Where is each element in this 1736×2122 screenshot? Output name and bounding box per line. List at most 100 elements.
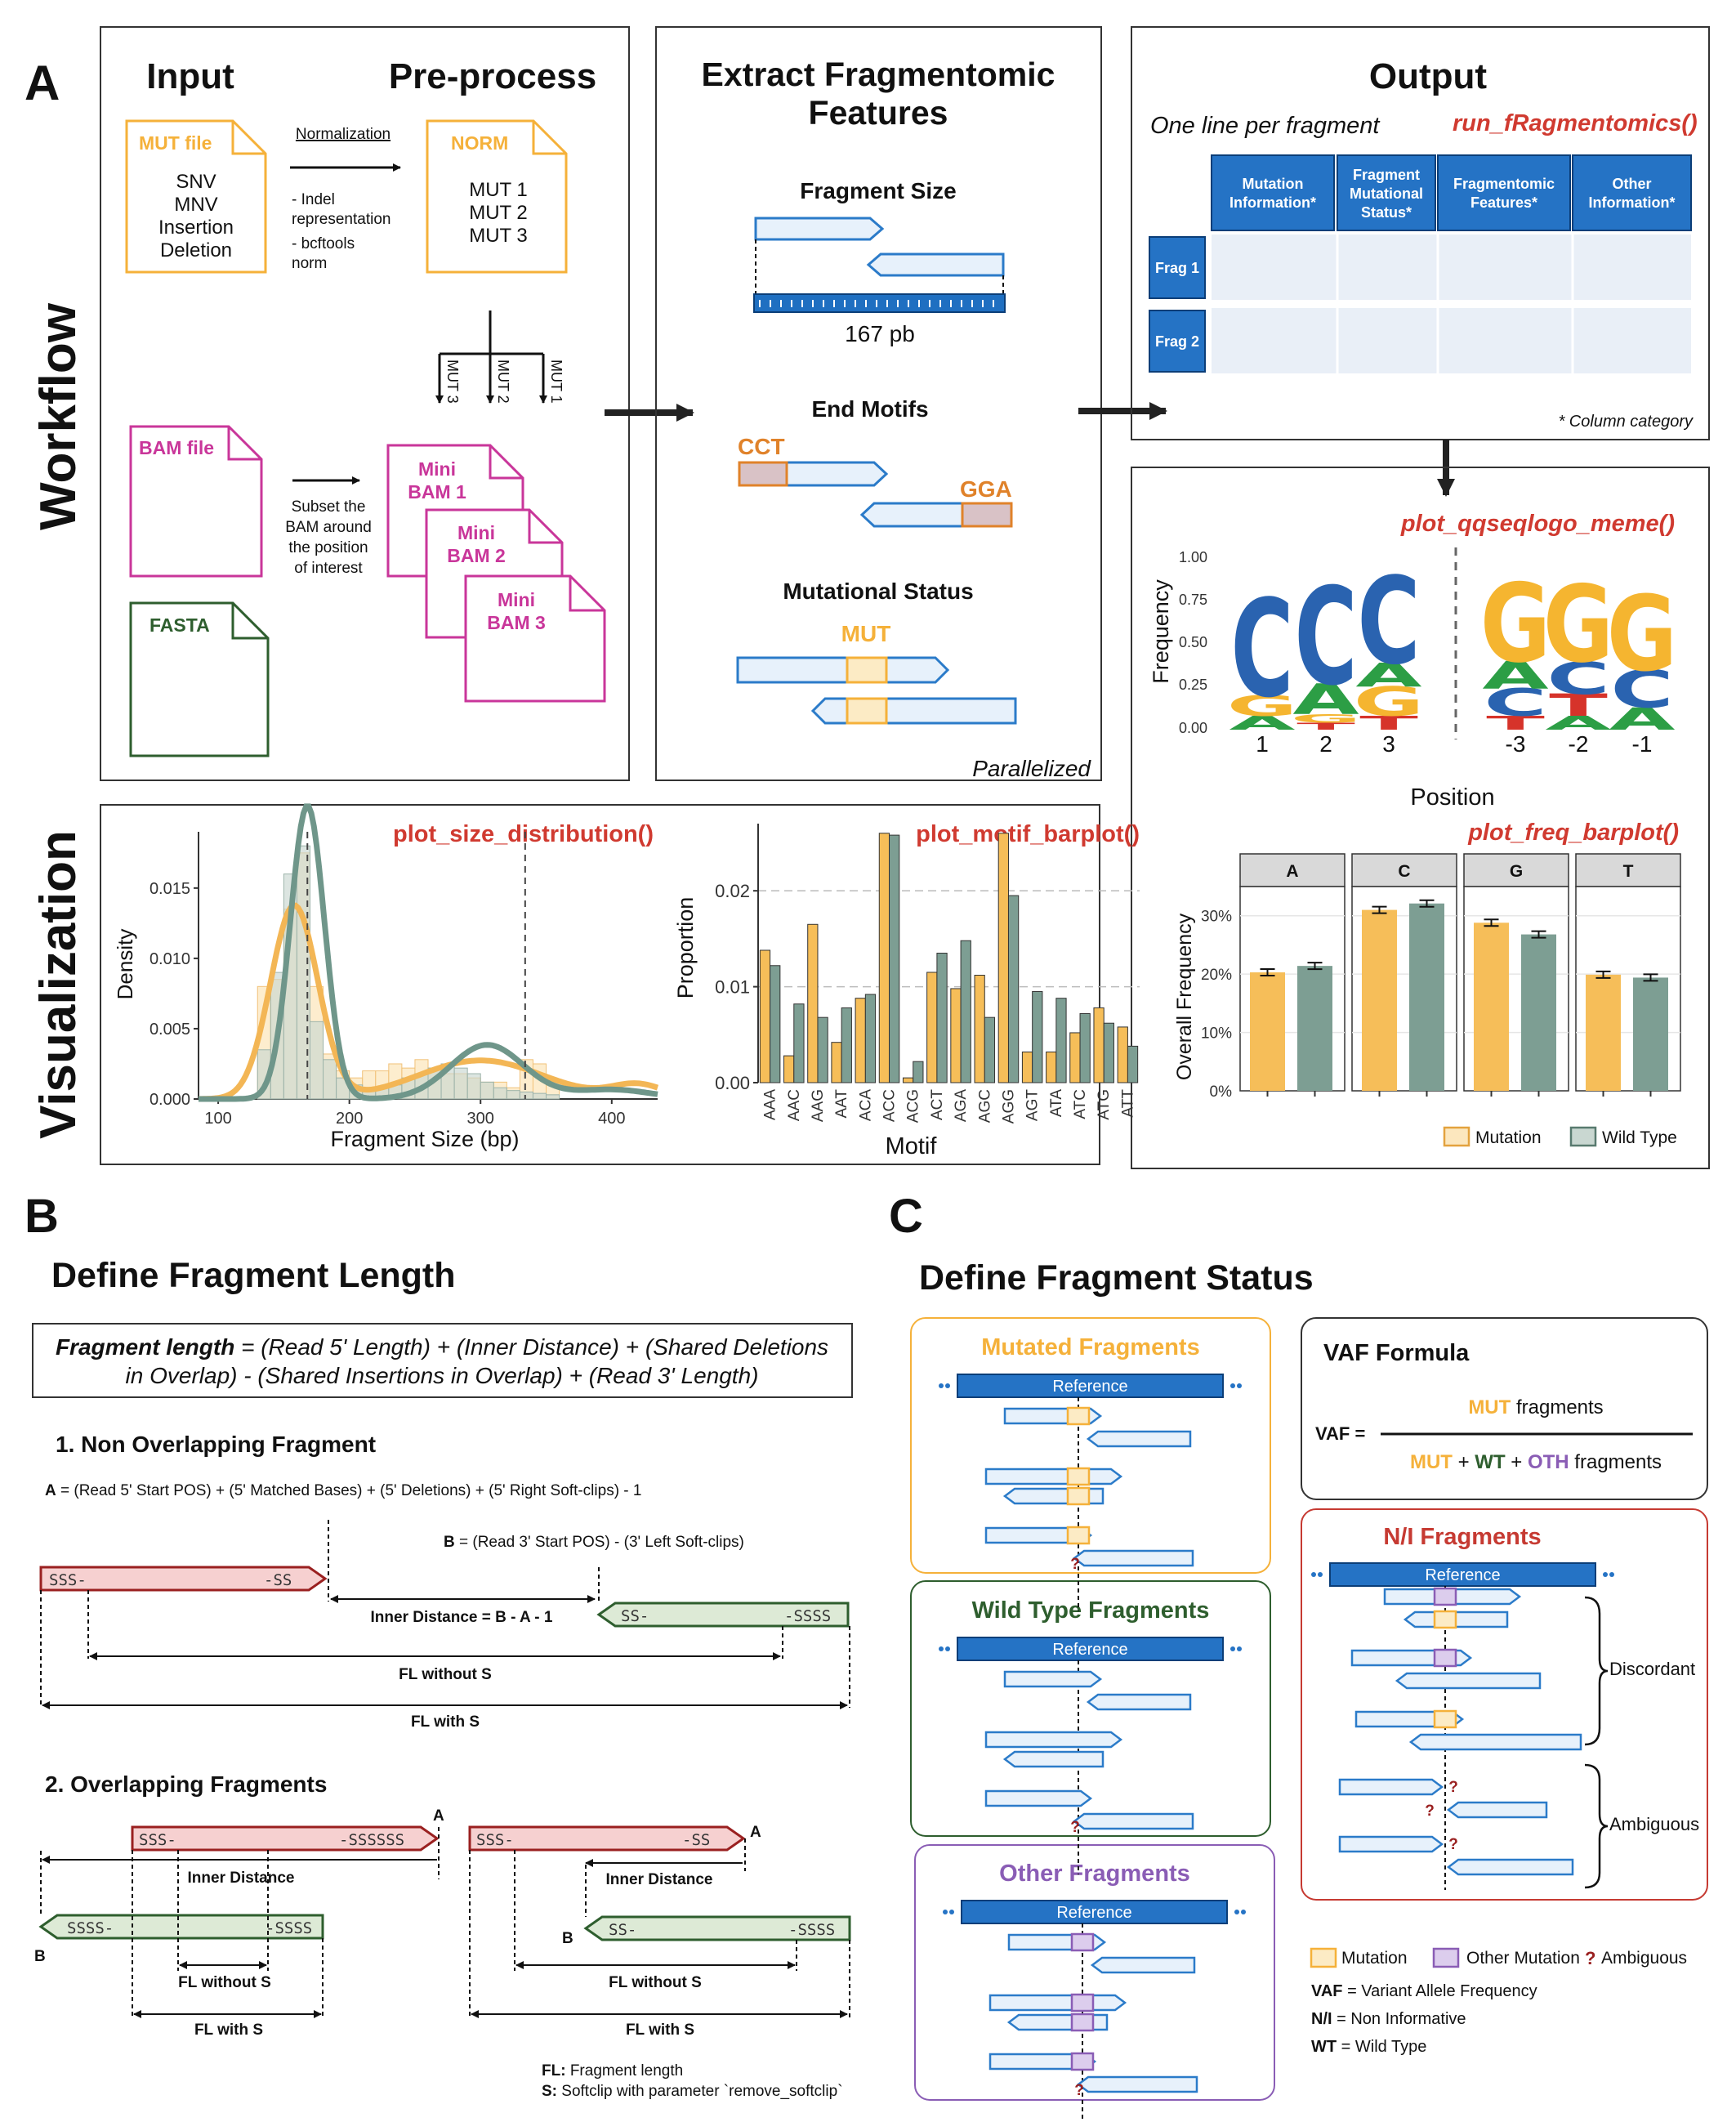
motif-bar-wildtype	[960, 940, 971, 1083]
visualization-box	[100, 804, 1100, 1165]
motif-xtick: ATT	[1119, 1089, 1136, 1118]
mutation-mark	[1066, 1526, 1091, 1545]
mutated-fragments-title: Mutated Fragments	[981, 1334, 1199, 1360]
read-fragment	[984, 1731, 1123, 1749]
mutation-mark	[1433, 1610, 1457, 1629]
legend-s: S: Softclip with parameter `remove_softc…	[542, 2083, 843, 2100]
other-mutation-mark	[1433, 1648, 1457, 1668]
read-fragment	[1395, 1672, 1542, 1690]
motif-bar-wildtype	[984, 1016, 996, 1083]
motif-bar-wildtype	[936, 953, 948, 1083]
softclip-label: SSS-	[476, 1831, 514, 1849]
freq-facet-label: G	[1510, 862, 1523, 881]
other-fragments-title: Other Fragments	[999, 1861, 1190, 1887]
read-fragment	[1076, 2075, 1198, 2093]
motif-function-label: plot_motif_barplot()	[916, 821, 1140, 847]
other-mutation-mark	[1070, 1932, 1095, 1952]
read-fragment	[1086, 1430, 1192, 1448]
end-motifs-illustration: CCT GGA	[738, 434, 1013, 528]
subset-note: Subset the	[292, 498, 366, 516]
subset-note: of interest	[294, 560, 363, 577]
ambiguous-mark: ?	[1448, 1779, 1458, 1796]
read-fragment	[1003, 1670, 1103, 1688]
motif-bar-mutation	[878, 833, 890, 1083]
input-preprocess-box	[100, 26, 630, 781]
read-fragment	[1408, 1733, 1582, 1751]
read-fragment	[1002, 1750, 1105, 1768]
motif-xtick: ACA	[857, 1089, 874, 1121]
softclip-label: -SSSS	[788, 1921, 835, 1939]
hist-bar-wildtype	[532, 1092, 547, 1100]
overlap-diagram-2: SSS- -SS A Inner Distance SS- -SSSS B FL…	[468, 1824, 851, 2039]
motif-xtick: ATA	[1048, 1089, 1065, 1117]
motif-bar-mutation	[926, 972, 938, 1083]
input-title: Input	[146, 56, 234, 96]
svg-text:Fragmentomic: Fragmentomic	[1453, 176, 1555, 192]
motif-bar-wildtype	[793, 1003, 805, 1083]
freq-facet: A	[1239, 853, 1346, 1097]
motif-bar-wildtype	[864, 994, 877, 1083]
label-b: B	[34, 1948, 46, 1965]
freq-legend-label: Mutation	[1475, 1128, 1542, 1147]
output-title: Output	[1369, 56, 1488, 96]
logo-letter: C	[1546, 652, 1609, 704]
motif-bar-mutation	[1093, 1007, 1105, 1083]
normalization-note: norm	[292, 255, 327, 272]
panel-b-letter: B	[25, 1190, 59, 1243]
panel-c: C Define Fragment Status Mutated Fragmen…	[889, 1190, 1708, 2122]
subset-note: the position	[288, 539, 368, 556]
mut-file-line: MNV	[174, 194, 217, 216]
reference-label: Reference	[1052, 1378, 1127, 1396]
size-distribution-plot: plot_size_distribution() Density Fragmen…	[113, 803, 659, 1151]
hist-bar-wildtype	[519, 1091, 533, 1100]
panel-b-title: Define Fragment Length	[51, 1256, 456, 1295]
seqlogo-xtick: -1	[1632, 731, 1653, 757]
other-mutation-mark	[1070, 1993, 1095, 2013]
motif-bar-mutation	[974, 975, 985, 1083]
size-ytick: 0.000	[150, 1091, 190, 1109]
mut-branches: MUT 3 MUT 2 MUT 1	[435, 310, 565, 404]
softclip-label: -SSSS	[784, 1607, 831, 1625]
extract-title: Features	[809, 94, 948, 132]
mini-bam-title: Mini	[498, 589, 535, 610]
other-mutation-mark	[1070, 2013, 1095, 2032]
fl-without-s: FL without S	[399, 1666, 492, 1683]
mini-bam-title: Mini	[457, 522, 495, 543]
freq-facet-label: T	[1623, 862, 1634, 881]
panel-c-title: Define Fragment Status	[919, 1258, 1314, 1298]
extract-features-box	[655, 26, 1102, 781]
ambiguous-mark: ?	[1448, 1836, 1458, 1853]
output-table: Mutation Information* Fragment Mutational St…	[1149, 154, 1692, 373]
motif-xtick: AGG	[1000, 1089, 1017, 1124]
freq-ytick: 30%	[1201, 909, 1232, 926]
def-b: B = (Read 3' Start POS) - (3' Left Soft-…	[444, 1534, 744, 1551]
motif-xtick: AGC	[976, 1089, 993, 1123]
output-column-header: Fragmentomic Features*	[1437, 154, 1571, 231]
seqlogo-ytick: 0.50	[1179, 634, 1207, 650]
svg-text:Mutational: Mutational	[1350, 185, 1423, 202]
ambiguous-mark: ?	[1070, 1556, 1080, 1573]
motif-xtick: AGA	[953, 1089, 970, 1122]
label-b: B	[562, 1930, 573, 1947]
freq-bar-wildtype	[1297, 966, 1332, 1091]
fragment-size-illustration	[753, 217, 1006, 313]
motif-bar-mutation	[1021, 1051, 1033, 1083]
logo-letter: G	[1543, 563, 1613, 686]
seqlogo-ytick: 1.00	[1179, 549, 1207, 565]
read-fragment	[1072, 1812, 1194, 1830]
hist-bar-wildtype	[493, 1087, 507, 1100]
logo-letter: A	[1545, 713, 1612, 735]
logo-letter: G	[1291, 712, 1361, 726]
svg-text:Status*: Status*	[1361, 204, 1412, 221]
norm-file-line: MUT 2	[469, 202, 528, 224]
preprocess-title: Pre-process	[389, 56, 596, 96]
logo-letter: C	[1230, 572, 1293, 728]
read-fragment	[1086, 1693, 1192, 1711]
mini-bam-title: BAM 3	[487, 612, 546, 633]
motif-bar-wildtype	[889, 834, 900, 1083]
freq-bar-wildtype	[1633, 977, 1668, 1091]
mut-file-line: Deletion	[160, 239, 232, 261]
motif-xtick: AGT	[1024, 1089, 1042, 1121]
motif-bar-wildtype	[1007, 895, 1020, 1083]
motif-xtick: ACC	[881, 1089, 899, 1122]
